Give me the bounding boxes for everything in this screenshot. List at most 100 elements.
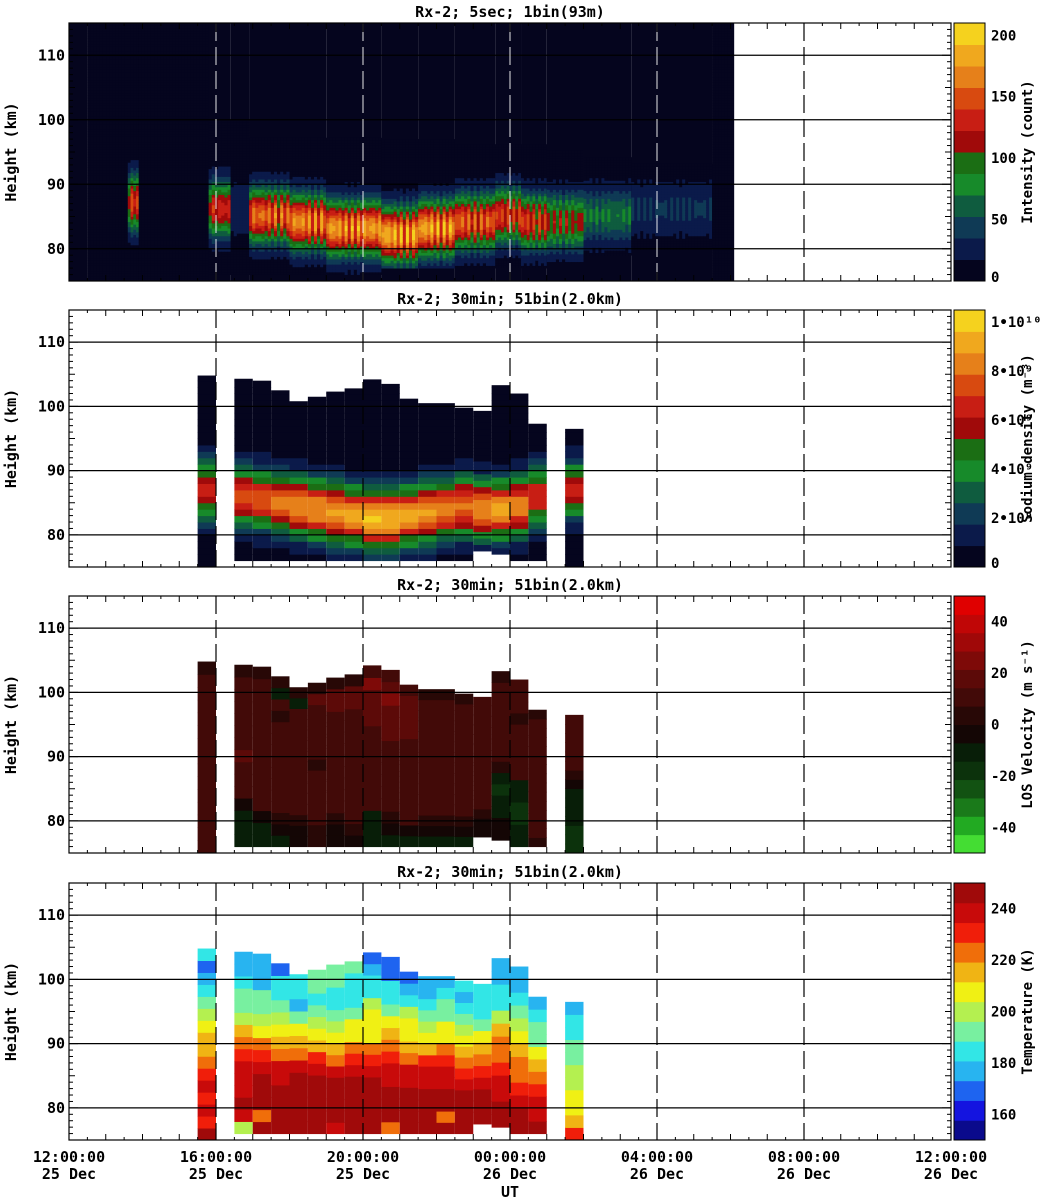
data-cell — [211, 171, 216, 175]
data-cell — [112, 213, 116, 217]
data-cell — [127, 265, 131, 269]
data-cell — [205, 175, 210, 179]
data-cell — [196, 66, 200, 70]
data-cell — [181, 87, 185, 91]
data-cell — [138, 154, 143, 158]
data-cell — [258, 155, 262, 159]
data-cell — [154, 23, 158, 26]
data-cell — [233, 191, 238, 195]
data-cell — [255, 241, 259, 244]
data-cell — [187, 84, 191, 88]
data-cell — [144, 175, 149, 179]
data-cell — [252, 150, 256, 154]
data-cell — [202, 115, 207, 119]
data-cell — [172, 77, 176, 81]
data-cell — [196, 38, 200, 42]
data-cell — [255, 246, 259, 250]
data-cell — [221, 197, 225, 201]
data-cell — [124, 206, 129, 210]
data-cell — [130, 131, 134, 135]
data-cell — [144, 242, 149, 246]
data-cell — [230, 158, 235, 162]
data-cell — [138, 131, 143, 135]
data-cell — [239, 130, 244, 134]
data-cell — [184, 33, 188, 37]
data-cell — [133, 268, 137, 272]
data-cell — [87, 152, 91, 155]
data-cell — [221, 189, 225, 193]
data-cell — [187, 35, 191, 39]
data-cell — [224, 199, 228, 203]
data-cell — [96, 211, 101, 215]
data-cell — [99, 136, 104, 140]
data-cell — [178, 23, 182, 26]
data-cell — [106, 23, 110, 26]
data-cell — [157, 239, 161, 243]
data-cell — [102, 61, 107, 65]
data-cell — [106, 144, 110, 148]
data-cell — [160, 273, 164, 277]
data-cell — [255, 153, 259, 157]
data-cell — [106, 278, 110, 282]
data-cell — [102, 219, 107, 223]
data-cell — [187, 146, 191, 150]
data-cell — [136, 108, 140, 112]
data-cell — [133, 211, 137, 215]
data-cell — [121, 190, 126, 194]
data-cell — [141, 72, 146, 75]
data-cell — [141, 203, 146, 207]
data-cell — [130, 234, 134, 238]
data-cell — [136, 260, 140, 264]
data-cell — [115, 188, 119, 192]
data-cell — [157, 28, 161, 32]
data-cell — [141, 43, 146, 47]
data-cell — [196, 64, 200, 68]
data-cell — [133, 152, 137, 155]
data-cell — [141, 33, 146, 37]
data-cell — [109, 74, 113, 78]
data-cell — [249, 243, 253, 247]
data-cell — [127, 252, 131, 256]
data-cell — [199, 90, 203, 94]
data-cell — [130, 244, 134, 248]
data-cell — [96, 59, 101, 63]
data-cell — [166, 265, 170, 269]
data-cell — [178, 211, 182, 215]
data-cell — [127, 157, 131, 161]
data-cell — [214, 220, 219, 224]
data-cell — [96, 167, 101, 171]
data-cell — [147, 43, 152, 47]
data-cell — [242, 189, 247, 193]
data-cell — [115, 237, 119, 241]
data-cell — [196, 30, 200, 34]
data-cell — [196, 270, 200, 274]
data-cell — [90, 92, 94, 96]
data-cell — [127, 172, 131, 176]
data-cell — [133, 126, 137, 130]
data-cell — [144, 180, 149, 184]
data-cell — [242, 173, 247, 177]
data-cell — [190, 275, 194, 279]
data-cell — [208, 186, 213, 190]
data-cell — [99, 159, 104, 163]
data-cell — [147, 46, 152, 50]
data-cell — [96, 152, 101, 155]
data-cell — [138, 188, 143, 192]
data-cell — [144, 154, 149, 158]
data-cell — [181, 102, 185, 106]
data-cell — [184, 265, 188, 269]
data-cell — [221, 150, 225, 154]
data-cell — [144, 170, 149, 174]
data-cell — [147, 126, 152, 130]
data-cell — [99, 201, 104, 204]
data-cell — [193, 79, 197, 83]
data-cell — [181, 268, 185, 272]
data-cell — [127, 41, 131, 45]
data-cell — [121, 133, 126, 137]
data-cell — [133, 121, 137, 125]
data-cell — [93, 79, 98, 83]
data-cell — [90, 195, 94, 199]
data-cell — [184, 115, 188, 119]
data-cell — [246, 148, 250, 152]
data-cell — [175, 216, 179, 220]
